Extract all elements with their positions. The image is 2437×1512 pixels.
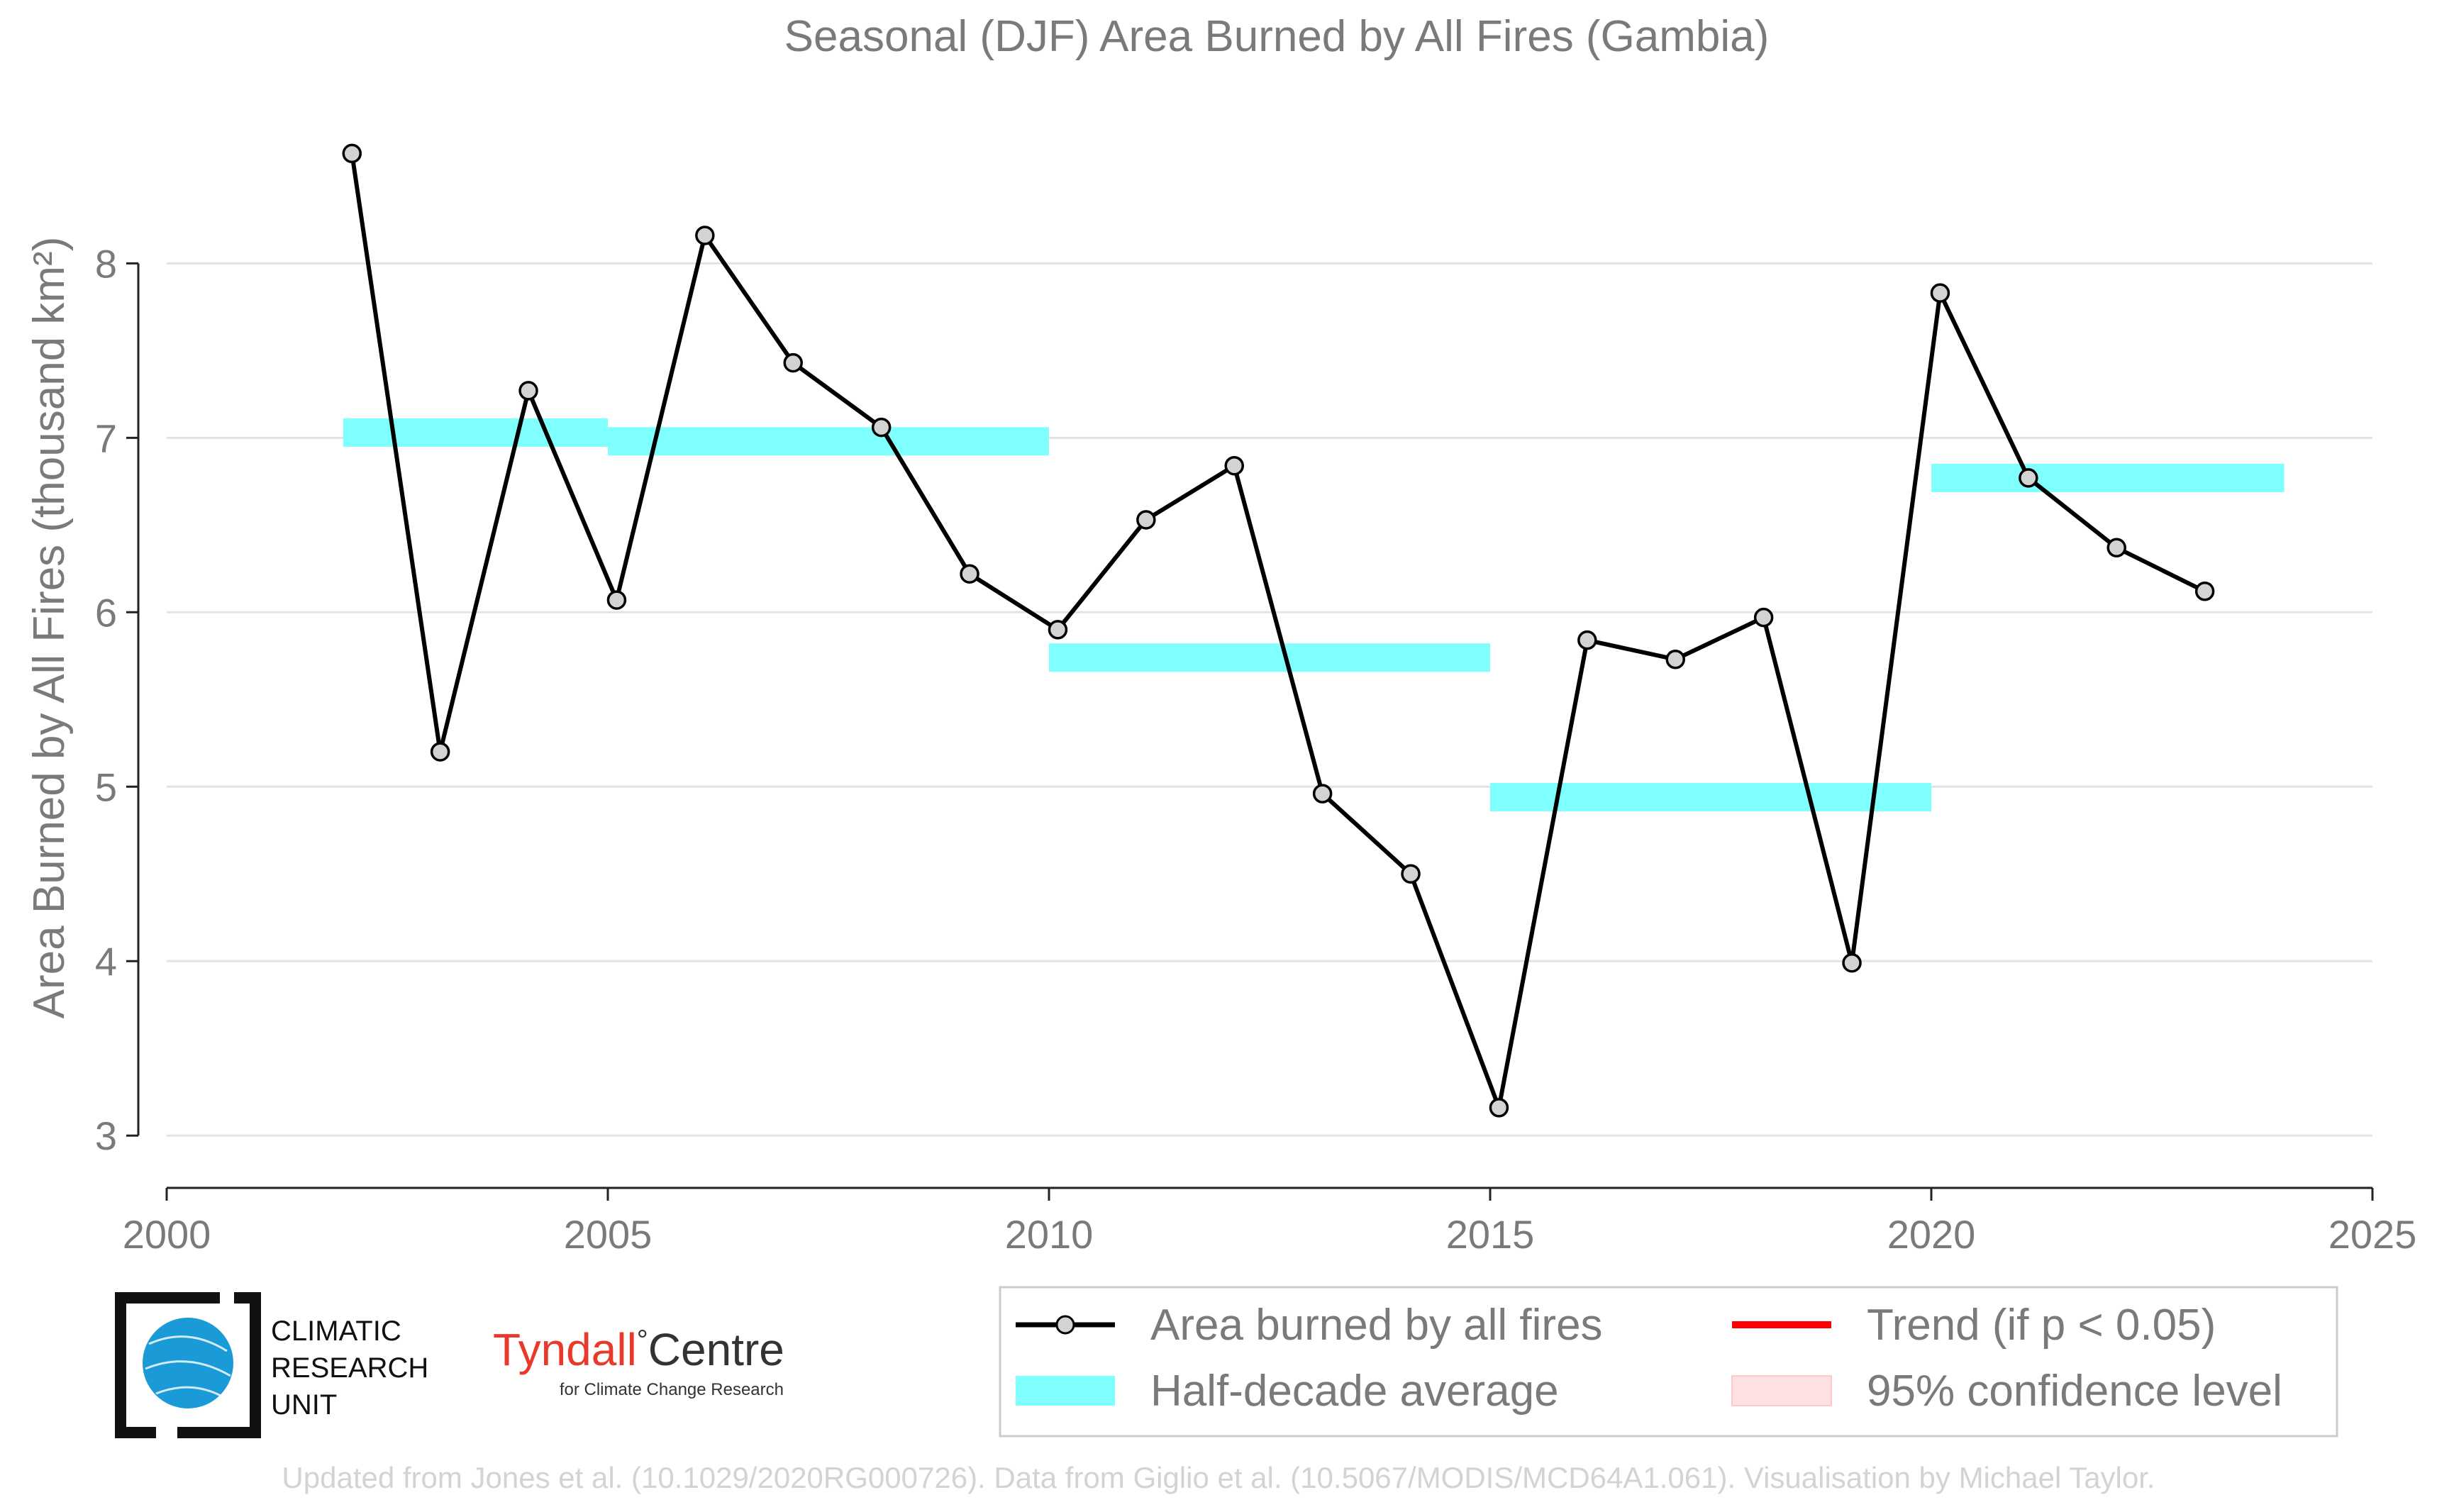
data-point-9 (1136, 510, 1156, 530)
data-point-8 (1048, 620, 1068, 640)
x-tick-label-2010: 2010 (1005, 1212, 1094, 1257)
cru-logo-bracket-right (177, 1292, 261, 1438)
data-point-5 (783, 352, 803, 373)
half-decade-bar-3 (1490, 783, 1931, 812)
half-decade-bar-1 (608, 427, 1049, 456)
data-point-11 (1312, 784, 1333, 804)
data-point-7 (960, 564, 979, 584)
x-tick-label-2020: 2020 (1887, 1212, 1976, 1257)
y-tick-label-7: 7 (95, 416, 117, 460)
legend-symbol-half-decade (1016, 1376, 1115, 1406)
y-tick-label-3: 3 (95, 1113, 117, 1158)
data-point-6 (871, 417, 892, 438)
y-axis-label: Area Burned by All Fires (thousand km²) (25, 237, 74, 1019)
x-tick-label-2005: 2005 (564, 1212, 653, 1257)
data-point-19 (2019, 468, 2038, 488)
legend-symbol-confidence (1731, 1375, 1832, 1406)
legend-label-half-decade: Half-decade average (1150, 1367, 1559, 1416)
half-decade-bar-2 (1049, 643, 1490, 672)
data-point-16 (1753, 607, 1774, 628)
legend-frame (999, 1286, 2338, 1438)
legend-symbol-area-burned-marker (1055, 1315, 1075, 1335)
cru-globe-lines (145, 1335, 231, 1399)
footer-credit: Updated from Jones et al. (10.1029/2020R… (282, 1461, 2155, 1494)
y-tick-label-8: 8 (95, 241, 117, 286)
x-tick-label-2025: 2025 (2328, 1212, 2417, 1257)
grid-lines (167, 262, 2372, 1137)
cru-globe-icon (143, 1318, 233, 1408)
tick-labels: 3 4 5 6 7 8 2000 2005 2010 2015 2020 2025 (95, 241, 2416, 1257)
data-point-2 (518, 381, 538, 401)
data-point-15 (1665, 649, 1685, 669)
data-point-10 (1224, 455, 1244, 476)
x-tick-label-2015: 2015 (1446, 1212, 1535, 1257)
legend-label-area-burned: Area burned by all fires (1150, 1301, 1603, 1350)
data-point-17 (1842, 952, 1862, 973)
half-decade-bar-4 (1931, 463, 2285, 492)
data-point-3 (606, 590, 627, 610)
tyndall-subtitle: for Climate Change Research (560, 1380, 784, 1399)
series-line (350, 152, 2206, 1110)
series-line-0 (350, 152, 2206, 1110)
cru-text-line1: CLIMATIC (271, 1316, 401, 1347)
y-tick-label-6: 6 (95, 590, 117, 635)
data-point-12 (1401, 864, 1421, 884)
data-point-21 (2194, 582, 2215, 601)
data-point-14 (1577, 630, 1597, 650)
tyndall-centre: Centre (648, 1324, 784, 1375)
chart-title: Seasonal (DJF) Area Burned by All Fires … (784, 12, 1770, 61)
legend: Area burned by all fires Trend (if p < 0… (999, 1286, 2338, 1438)
data-point-0 (342, 143, 362, 164)
x-tick-label-2000: 2000 (123, 1212, 211, 1257)
tyndall-main: Tyndall (493, 1324, 637, 1375)
data-point-18 (1930, 283, 1950, 303)
data-point-4 (695, 226, 715, 245)
tyndall-degree: ° (637, 1325, 648, 1356)
cru-text-line2: RESEARCH (271, 1352, 428, 1384)
y-tick-label-5: 5 (95, 765, 117, 809)
cru-logo-bracket-left (115, 1292, 220, 1438)
tyndall-text: Tyndall°Centre (493, 1324, 784, 1375)
half-decade-bar-0 (343, 418, 608, 447)
series-points (342, 143, 2215, 1118)
cru-text-line3: UNIT (271, 1389, 337, 1421)
cru-logo: CLIMATIC RESEARCH UNIT (115, 1292, 428, 1438)
data-point-13 (1489, 1098, 1509, 1118)
y-tick-label-4: 4 (95, 939, 117, 984)
data-point-20 (2106, 538, 2126, 558)
axes (126, 262, 2374, 1201)
half-decade-bands (343, 418, 2285, 812)
legend-label-confidence: 95% confidence level (1867, 1367, 2282, 1416)
data-point-1 (430, 742, 450, 762)
tyndall-logo: Tyndall°Centre for Climate Change Resear… (493, 1324, 784, 1399)
legend-label-trend: Trend (if p < 0.05) (1867, 1301, 2216, 1350)
